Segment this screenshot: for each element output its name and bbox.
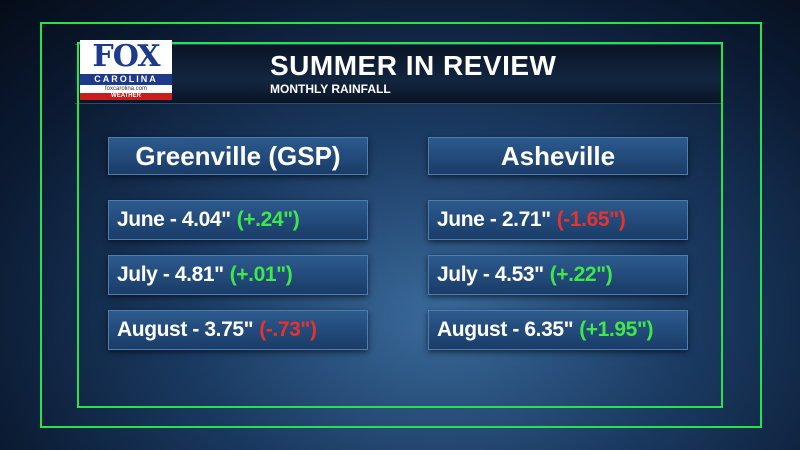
- month-total: June - 4.04": [117, 208, 231, 231]
- station-logo: FOX CAROLINA foxcarolina.com WEATHER: [80, 40, 172, 100]
- departure: (-.73"): [259, 318, 317, 341]
- rainfall-row: July - 4.53" (+.22"): [428, 255, 688, 295]
- safe-frame-inner: [77, 42, 723, 408]
- rainfall-row: August - 3.75" (-.73"): [108, 310, 368, 350]
- rainfall-row: August - 6.35" (+1.95"): [428, 310, 688, 350]
- subtitle: MONTHLY RAINFALL: [270, 82, 391, 96]
- title-band: [75, 44, 723, 104]
- departure: (+1.95"): [579, 318, 654, 341]
- logo-site: foxcarolina.com: [104, 86, 148, 92]
- month-total: August - 6.35": [437, 318, 574, 341]
- departure: (+.24"): [236, 208, 300, 231]
- month-total: July - 4.81": [117, 263, 224, 286]
- departure: (+.01"): [229, 263, 293, 286]
- departure: (-1.65"): [556, 208, 626, 231]
- rainfall-row: June - 4.04" (+.24"): [108, 200, 368, 240]
- month-total: August - 3.75": [117, 318, 254, 341]
- logo-tag: WEATHER: [80, 93, 172, 100]
- month-total: July - 4.53": [437, 263, 544, 286]
- month-total: June - 2.71": [437, 208, 551, 231]
- rainfall-row: June - 2.71" (-1.65"): [428, 200, 688, 240]
- city-header: Greenville (GSP): [108, 137, 368, 175]
- safe-frame-outer: [40, 22, 762, 428]
- city-header: Asheville: [428, 137, 688, 175]
- logo-brand: FOX: [92, 39, 160, 74]
- departure: (+.22"): [549, 263, 613, 286]
- rainfall-row: July - 4.81" (+.01"): [108, 255, 368, 295]
- title: SUMMER IN REVIEW: [270, 50, 557, 81]
- logo-region: CAROLINA: [80, 74, 172, 85]
